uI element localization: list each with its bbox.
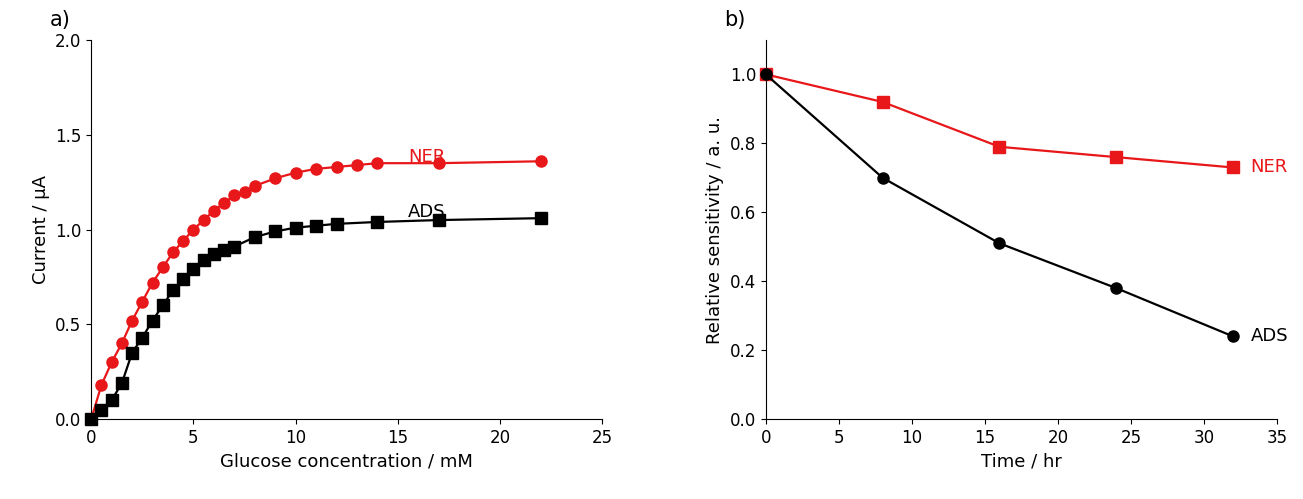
Text: ADS: ADS xyxy=(408,204,446,222)
Text: NER: NER xyxy=(1251,159,1287,177)
X-axis label: Time / hr: Time / hr xyxy=(981,453,1062,471)
Text: b): b) xyxy=(724,9,745,29)
Text: ADS: ADS xyxy=(1251,327,1289,345)
Text: a): a) xyxy=(50,9,70,29)
Text: NER: NER xyxy=(408,149,446,167)
X-axis label: Glucose concentration / mM: Glucose concentration / mM xyxy=(220,453,473,471)
Y-axis label: Relative sensitivity / a. u.: Relative sensitivity / a. u. xyxy=(706,116,724,343)
Y-axis label: Current / μA: Current / μA xyxy=(31,175,50,284)
